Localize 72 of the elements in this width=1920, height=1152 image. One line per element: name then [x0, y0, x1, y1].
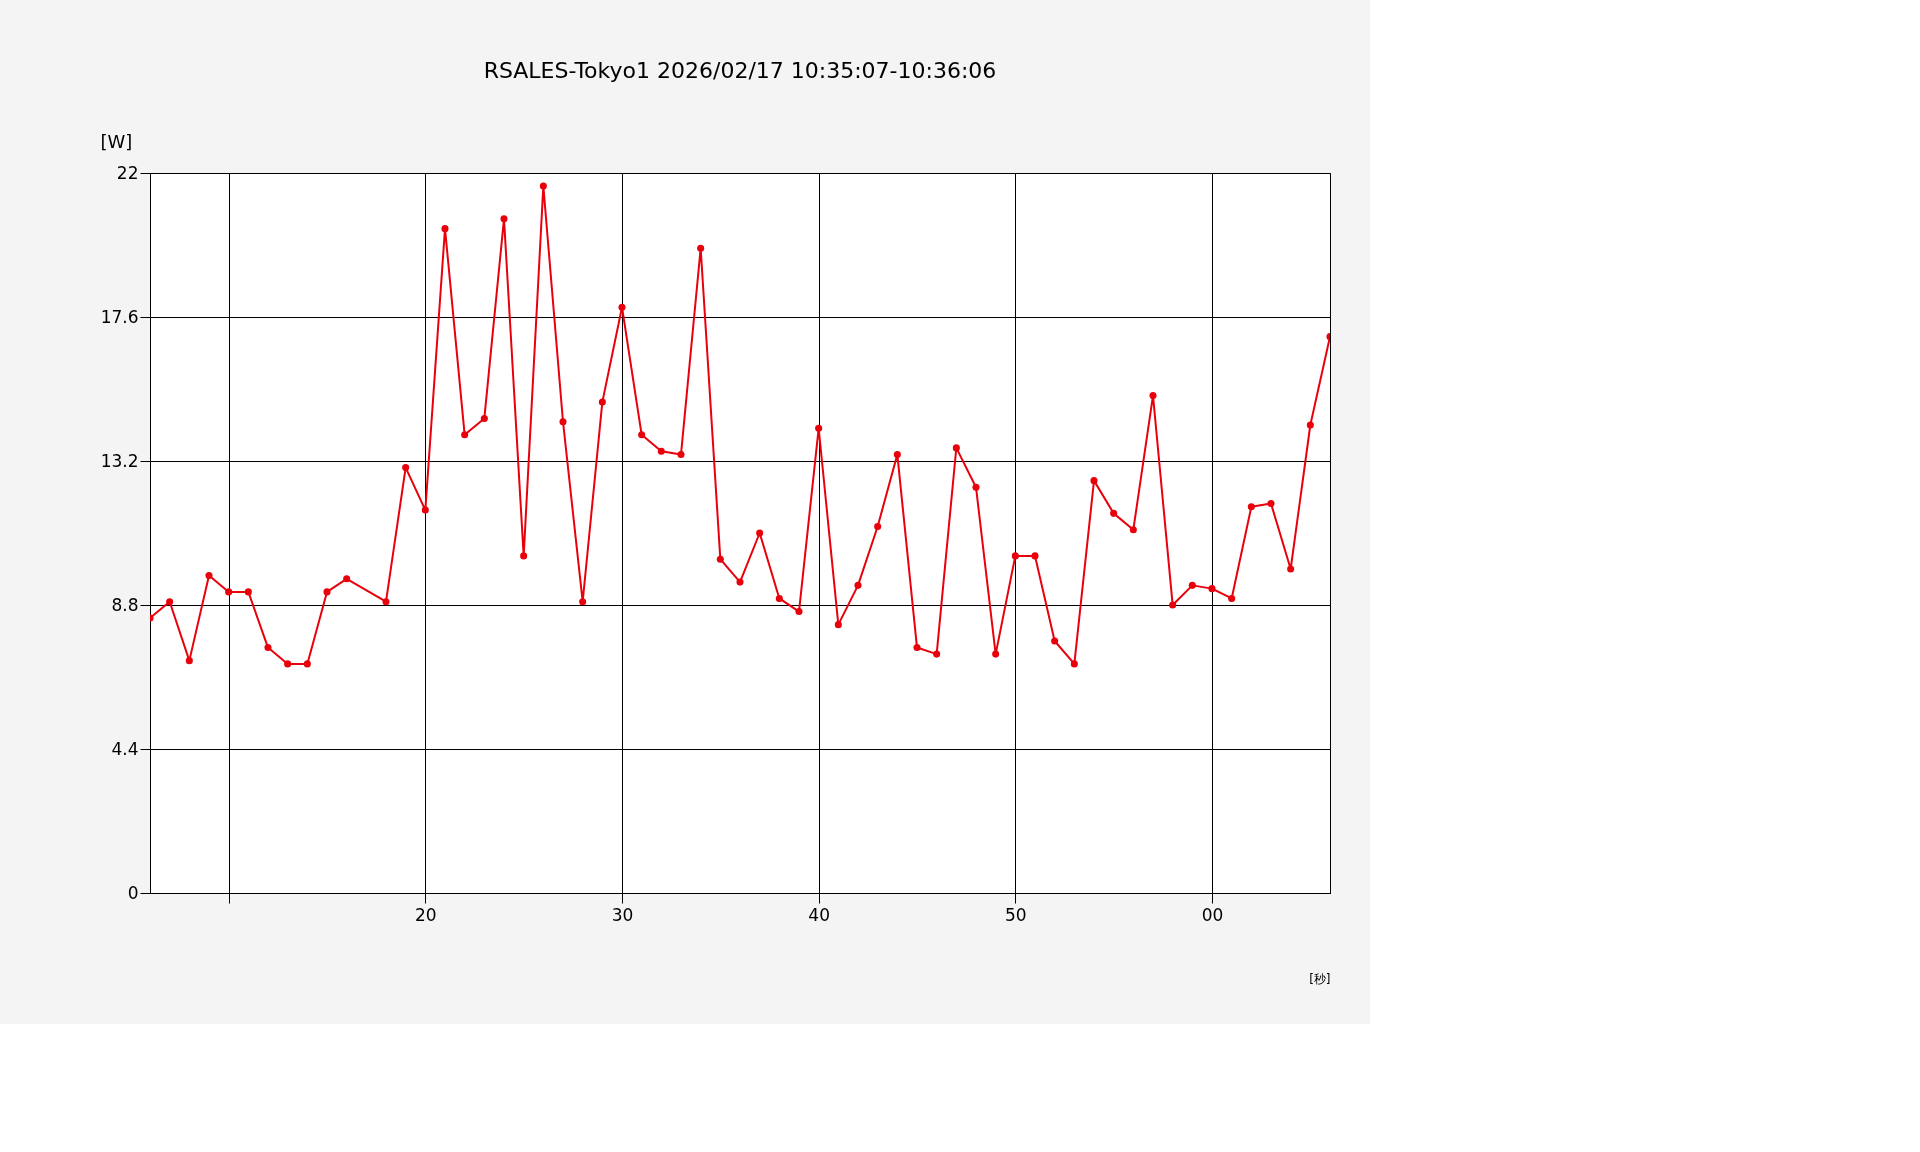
- point: [1070, 660, 1078, 668]
- point: [303, 660, 311, 668]
- point: [1169, 601, 1177, 609]
- point: [1208, 585, 1216, 593]
- point: [225, 588, 233, 596]
- point: [697, 244, 705, 252]
- y-axis-title: [W]: [100, 130, 133, 152]
- point: [874, 522, 882, 530]
- point: [1188, 581, 1196, 589]
- point: [1129, 526, 1137, 534]
- point: [1110, 509, 1118, 517]
- point: [952, 444, 960, 452]
- point: [834, 621, 842, 629]
- point: [1149, 392, 1157, 400]
- point: [264, 644, 272, 652]
- point: [775, 594, 783, 602]
- point: [284, 660, 292, 668]
- point: [913, 644, 921, 652]
- point: [382, 598, 390, 606]
- point: [579, 598, 587, 606]
- point: [736, 578, 744, 586]
- x-tick-label: 20: [415, 904, 437, 925]
- point: [972, 483, 980, 491]
- point: [854, 581, 862, 589]
- point: [677, 450, 685, 458]
- point: [480, 414, 488, 422]
- y-tick-label: 4.4: [111, 738, 139, 759]
- point: [1228, 594, 1236, 602]
- point: [815, 424, 823, 432]
- point: [1306, 421, 1314, 429]
- y-tick-label: 13.2: [100, 450, 139, 471]
- point: [185, 657, 193, 665]
- x-tick-label: 40: [808, 904, 830, 925]
- point: [402, 464, 410, 472]
- chart-title: RSALES-Tokyo1 2026/02/17 10:35:07-10:36:06: [483, 58, 997, 83]
- point: [933, 650, 941, 658]
- point: [618, 303, 626, 311]
- point: [323, 588, 331, 596]
- y-tick-label: 22: [116, 162, 139, 183]
- point: [756, 529, 764, 537]
- point: [520, 552, 528, 560]
- x-tick-label: 00: [1201, 904, 1224, 925]
- y-tick-label: 17.6: [100, 306, 139, 327]
- point: [1247, 503, 1255, 511]
- point: [657, 447, 665, 455]
- x-tick-label: 50: [1005, 904, 1027, 925]
- point: [539, 182, 547, 190]
- point: [598, 398, 606, 406]
- point: [1267, 500, 1275, 508]
- point: [1287, 565, 1295, 573]
- point: [893, 450, 901, 458]
- point: [205, 572, 213, 580]
- point: [716, 555, 724, 563]
- point: [166, 598, 174, 606]
- point: [1090, 477, 1098, 485]
- point: [441, 225, 449, 233]
- point: [421, 506, 429, 514]
- point: [795, 608, 803, 616]
- point: [461, 431, 469, 439]
- point: [559, 418, 567, 426]
- point: [1011, 552, 1019, 560]
- point: [1031, 552, 1039, 560]
- x-tick-label: 30: [611, 904, 634, 925]
- point: [992, 650, 1000, 658]
- point: [1051, 637, 1059, 645]
- y-tick-label: 0: [127, 882, 139, 903]
- point: [343, 575, 351, 583]
- point: [244, 588, 252, 596]
- y-tick-label: 8.8: [111, 594, 139, 615]
- x-axis-title: [秒]: [1309, 971, 1331, 986]
- point: [638, 431, 646, 439]
- point: [500, 215, 508, 223]
